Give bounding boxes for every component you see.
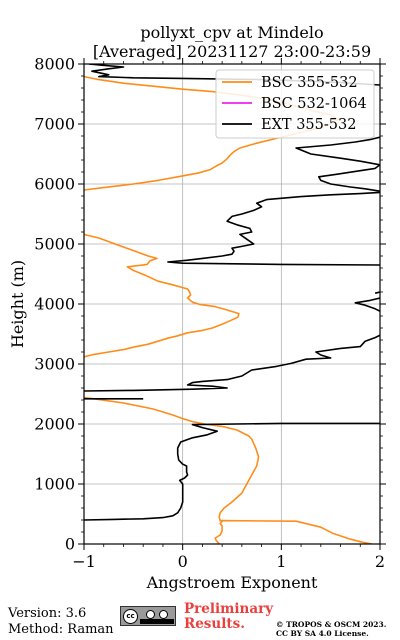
share-alike-icon xyxy=(159,610,168,619)
chart-title: pollyxt_cpv at Mindelo xyxy=(140,23,323,42)
cc-license-icon: cc xyxy=(120,606,176,626)
y-axis-label: Height (m) xyxy=(8,260,27,348)
preliminary-notice: Preliminary Results. xyxy=(184,602,273,632)
x-tick-label: 0 xyxy=(178,552,188,571)
legend-label: BSC 532-1064 xyxy=(261,96,367,112)
series-line-ext-355-532 xyxy=(84,334,380,392)
preliminary-line-2: Results. xyxy=(184,616,245,632)
y-tick-label: 0 xyxy=(65,535,75,554)
chart-subtitle: [Averaged] 20231127 23:00-23:59 xyxy=(93,42,371,61)
x-axis-label: Angstroem Exponent xyxy=(146,573,318,592)
y-tick-label: 4000 xyxy=(34,295,75,314)
series-line-ext-355-532 xyxy=(354,297,380,312)
series-line-bsc-355-532 xyxy=(84,396,260,522)
series-line-ext-355-532 xyxy=(295,136,380,192)
legend-label: BSC 355-532 xyxy=(261,75,358,91)
copyright-notice: © TROPOS & OSCM 2023. CC BY SA 4.0 Licen… xyxy=(276,620,386,638)
legend-entries: BSC 355-532 BSC 532-1064 EXT 355-532 xyxy=(222,75,367,133)
version-label: Version: 3.6 xyxy=(8,606,87,621)
y-tick-label: 7000 xyxy=(34,115,75,134)
preliminary-line-1: Preliminary xyxy=(184,601,274,617)
series-line-bsc-355-532 xyxy=(214,519,373,544)
copyright-line-1: © TROPOS & OSCM 2023. xyxy=(276,620,387,629)
legend: BSC 355-532 BSC 532-1064 EXT 355-532 xyxy=(215,69,375,139)
legend-box xyxy=(215,69,375,139)
y-tick-label: 6000 xyxy=(34,175,75,194)
y-tick-label: 2000 xyxy=(34,415,75,434)
license-strip xyxy=(140,619,174,624)
series-line-ext-355-532 xyxy=(167,191,380,266)
cc-logo-icon: cc xyxy=(123,609,138,624)
series-line-ext-355-532 xyxy=(84,422,380,521)
y-tick-label: 8000 xyxy=(34,55,75,74)
copyright-line-2: CC BY SA 4.0 License. xyxy=(276,629,369,638)
method-label: Method: Raman xyxy=(8,622,114,637)
series-line-bsc-355-532 xyxy=(84,233,240,358)
x-tick-label: 1 xyxy=(276,552,286,571)
y-tick-label: 3000 xyxy=(34,355,75,374)
y-tick-label: 1000 xyxy=(34,475,75,494)
by-attribution-icon xyxy=(146,610,155,619)
series-line-ext-355-532 xyxy=(374,291,380,294)
y-tick-label: 5000 xyxy=(34,235,75,254)
x-tick-label: 2 xyxy=(375,552,385,571)
ticks xyxy=(78,58,386,550)
legend-label: EXT 355-532 xyxy=(261,117,356,133)
x-tick-label: −1 xyxy=(72,552,96,571)
